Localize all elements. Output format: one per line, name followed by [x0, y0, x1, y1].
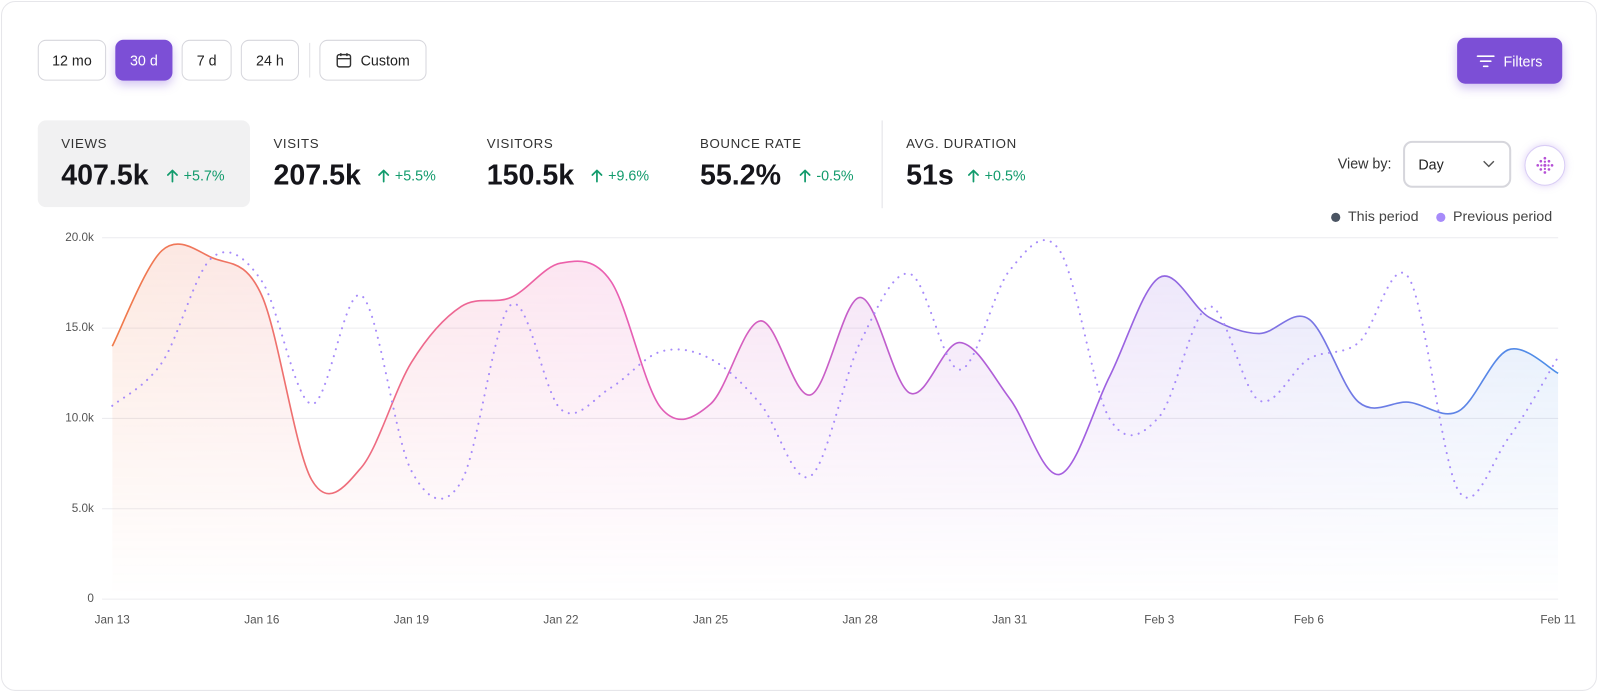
change-text: +5.7%	[183, 167, 225, 184]
stat-change: +0.5%	[967, 167, 1026, 184]
range-button[interactable]: 30 d	[115, 39, 173, 81]
stat-change: +5.5%	[378, 167, 436, 184]
stat-label: VISITORS	[486, 135, 554, 152]
stat-value: 150.5k	[486, 159, 575, 191]
filters-label: Filters	[1503, 52, 1543, 69]
up-arrow	[166, 169, 178, 183]
stat-label: BOUNCE RATE	[699, 135, 802, 152]
filters-button[interactable]: Filters	[1457, 37, 1563, 84]
x-tick-label: Jan 22	[543, 614, 578, 627]
legend-label: This period	[1348, 209, 1419, 225]
stat-change: -0.5%	[799, 167, 854, 184]
y-tick-label: 5.0k	[72, 502, 94, 515]
divider	[309, 42, 311, 78]
change-text: -0.5%	[816, 167, 854, 184]
range-button[interactable]: 12 mo	[37, 39, 107, 81]
change-text: +5.5%	[394, 167, 436, 184]
range-button[interactable]: 24 h	[240, 39, 299, 81]
view-by-value: Day	[1418, 156, 1444, 173]
filter-icon	[1477, 54, 1496, 67]
settings-button[interactable]	[1524, 144, 1566, 186]
custom-button[interactable]: Custom	[319, 39, 427, 81]
stat-change: +5.7%	[166, 167, 225, 184]
view-by-select[interactable]: Day	[1403, 140, 1512, 188]
up-arrow	[968, 169, 979, 183]
up-arrow	[378, 169, 390, 183]
stat-label: VIEWS	[61, 135, 108, 152]
stat-value: 407.5k	[61, 159, 149, 191]
up-arrow	[799, 169, 811, 183]
x-tick-label: Feb 3	[1144, 614, 1174, 627]
y-tick-label: 0	[87, 592, 94, 605]
legend-dot	[1331, 212, 1341, 222]
x-tick-label: Jan 19	[394, 614, 429, 627]
divider	[881, 120, 883, 209]
line	[111, 239, 1560, 500]
custom-label: Custom	[360, 52, 410, 69]
line	[111, 243, 1559, 495]
stat[interactable]: VIEWS 407.5k +5.7%	[37, 120, 250, 208]
legend-label: Previous period	[1453, 209, 1552, 225]
x-tick-label: Feb 6	[1294, 614, 1324, 627]
view-by-label: View by:	[1337, 155, 1392, 172]
y-tick-label: 15.0k	[65, 321, 94, 334]
up-arrow	[591, 169, 603, 183]
x-tick-label: Jan 13	[95, 614, 130, 627]
legend-dot	[1436, 212, 1446, 222]
calendar-icon	[336, 53, 352, 68]
stat: AVG. DURATION 51s +0.5%	[883, 120, 1095, 207]
x-tick-label: Jan 28	[843, 614, 879, 627]
legend: This period Previous period	[1331, 209, 1552, 225]
range-button[interactable]: 7 d	[181, 39, 232, 81]
dots-icon	[1536, 156, 1554, 174]
stat-value: 51s	[906, 159, 954, 191]
change-text: +0.5%	[984, 167, 1026, 184]
stat-value: 207.5k	[273, 159, 361, 191]
x-tick-label: Jan 25	[693, 614, 729, 627]
stat-change: +9.6%	[591, 167, 650, 184]
y-tick-label: 10.0k	[65, 412, 94, 425]
change-text: +9.6%	[608, 167, 650, 184]
stat-label: VISITS	[273, 135, 320, 152]
stat: VISITORS 150.5k +9.6%	[463, 120, 675, 207]
y-tick-label: 20.0k	[65, 231, 94, 244]
stat: VISITS 207.5k +5.5%	[250, 120, 462, 207]
stat-label: AVG. DURATION	[906, 135, 1017, 152]
x-tick-label: Feb 11	[1540, 614, 1576, 627]
x-tick-label: Jan 16	[244, 614, 279, 627]
chevron	[1483, 160, 1495, 168]
stat: BOUNCE RATE 55.2% -0.5%	[677, 120, 889, 207]
x-tick-label: Jan 31	[992, 614, 1027, 627]
stat-value: 55.2%	[699, 159, 782, 191]
